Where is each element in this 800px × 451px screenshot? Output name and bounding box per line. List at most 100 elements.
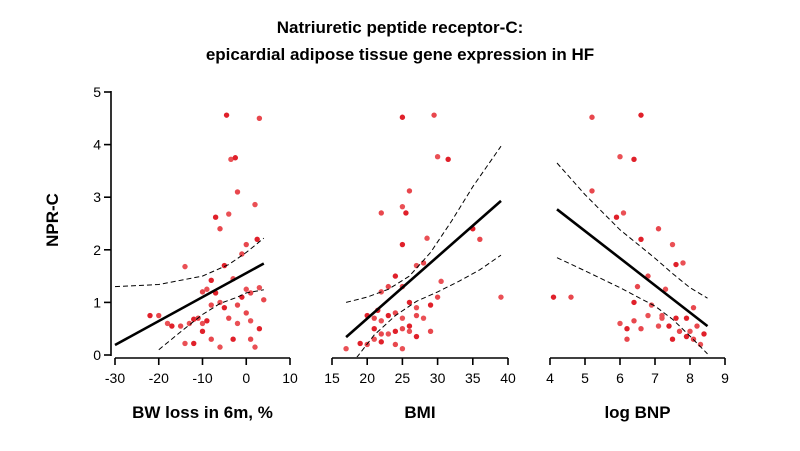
data-point-bnp-9: [638, 236, 644, 242]
data-point-bnp-19: [690, 304, 697, 311]
y-tick-label-2: 2: [93, 242, 101, 258]
data-point-bw-23: [164, 320, 171, 327]
ci-lower-bmi: [356, 254, 502, 357]
data-point-bnp-32: [645, 312, 651, 319]
data-point-bw-6: [212, 214, 219, 220]
x-tick-label-bnp-2: 6: [616, 370, 624, 386]
data-point-bmi-32: [420, 315, 427, 321]
x-tick-label-bmi-4: 35: [465, 370, 481, 386]
data-point-bnp-2: [617, 153, 623, 160]
data-point-bmi-4: [406, 188, 413, 194]
data-point-bw-8: [226, 211, 232, 217]
data-point-bw-44: [217, 344, 223, 350]
panel-bmi: 15 20 25 30 35 40 BMI: [324, 112, 516, 422]
data-point-bw-34: [226, 315, 232, 321]
data-point-bmi-38: [406, 328, 413, 335]
data-point-bw-19: [247, 290, 254, 296]
data-point-bw-13: [239, 251, 245, 257]
data-point-bmi-41: [343, 345, 349, 352]
ci-lower-bw: [158, 289, 264, 351]
data-point-bmi-31: [413, 312, 420, 319]
data-point-bw-27: [191, 316, 197, 322]
data-point-bw-42: [191, 340, 197, 347]
data-point-bw-40: [261, 297, 267, 303]
data-point-bnp-33: [673, 315, 679, 321]
data-point-bnp-26: [655, 323, 662, 329]
data-point-bw-9: [254, 236, 260, 242]
data-point-bw-41: [182, 340, 188, 347]
regression-line-bmi: [345, 199, 502, 339]
data-point-bnp-5: [620, 210, 627, 216]
data-point-bnp-15: [550, 294, 557, 300]
data-point-bw-50: [243, 286, 249, 292]
x-tick-label-bmi-2: 25: [395, 370, 411, 386]
data-point-bnp-27: [666, 323, 672, 329]
data-point-bw-43: [208, 336, 214, 342]
data-point-bmi-47: [399, 345, 406, 352]
data-point-bmi-29: [399, 315, 406, 321]
data-point-bmi-35: [385, 331, 392, 337]
data-point-bmi-40: [427, 328, 434, 335]
ci-upper-bmi: [345, 145, 502, 303]
data-point-bnp-23: [617, 320, 623, 327]
y-axis-label: NPR-C: [43, 193, 62, 247]
x-axis-label-bmi: BMI: [404, 403, 435, 422]
data-point-bmi-37: [399, 326, 406, 332]
data-point-bnp-12: [673, 261, 679, 268]
x-tick-label-bmi-1: 20: [359, 370, 375, 386]
data-point-bnp-22: [694, 323, 700, 329]
data-point-bnp-11: [680, 260, 686, 266]
data-point-bw-17: [204, 286, 210, 292]
ci-lower-bnp: [556, 257, 708, 355]
data-point-bmi-42: [357, 340, 363, 347]
data-point-bw-2: [228, 156, 234, 163]
data-point-bw-1: [256, 115, 263, 122]
data-point-bmi-15: [406, 299, 413, 306]
data-point-bnp-25: [638, 326, 644, 332]
data-point-bw-3: [232, 155, 239, 161]
data-point-bnp-38: [659, 312, 665, 319]
data-point-bnp-16: [568, 294, 574, 300]
data-point-bnp-7: [655, 226, 662, 232]
data-point-bnp-0: [638, 112, 644, 118]
data-point-bw-11: [182, 263, 188, 270]
data-point-bnp-21: [683, 315, 690, 321]
data-point-bnp-28: [676, 328, 683, 335]
data-point-bw-31: [208, 302, 214, 308]
data-point-bw-29: [199, 320, 206, 327]
data-point-bnp-8: [669, 241, 676, 248]
data-point-bmi-39: [413, 333, 420, 340]
data-point-bmi-17: [413, 304, 420, 311]
data-point-bmi-34: [378, 331, 384, 337]
data-point-bw-32: [217, 299, 223, 306]
data-point-bw-15: [208, 277, 214, 284]
x-tick-label-bmi-5: 40: [500, 370, 516, 386]
x-tick-label-bnp-4: 8: [686, 370, 694, 386]
data-point-bw-0: [223, 112, 230, 118]
data-point-bnp-13: [634, 283, 641, 290]
y-tick-label-3: 3: [93, 189, 101, 205]
data-point-bmi-20: [438, 278, 444, 285]
x-tick-label-bw-4: 10: [282, 370, 298, 386]
x-tick-label-bmi-3: 30: [430, 370, 446, 386]
data-point-bw-47: [252, 344, 258, 350]
data-point-bmi-22: [477, 236, 483, 242]
x-tick-label-bnp-0: 4: [546, 370, 554, 386]
data-point-bw-26: [186, 320, 193, 327]
data-point-bmi-30: [406, 323, 413, 329]
data-point-bw-4: [234, 189, 241, 195]
data-point-bnp-1: [589, 114, 595, 120]
data-point-bw-20: [256, 284, 263, 291]
panel-bw: -30 -20 -10 0 10 BW loss in 6m, %: [105, 112, 298, 422]
data-point-bw-30: [204, 318, 210, 324]
data-point-bw-33: [221, 304, 228, 311]
data-point-bnp-36: [683, 333, 690, 340]
data-point-bnp-17: [648, 302, 655, 308]
data-point-bw-16: [199, 289, 206, 295]
data-point-bmi-25: [371, 315, 377, 321]
data-point-bmi-23: [498, 294, 504, 300]
data-point-bnp-14: [662, 286, 669, 292]
x-tick-label-bw-0: -30: [105, 370, 125, 386]
x-tick-label-bw-1: -20: [149, 370, 169, 386]
